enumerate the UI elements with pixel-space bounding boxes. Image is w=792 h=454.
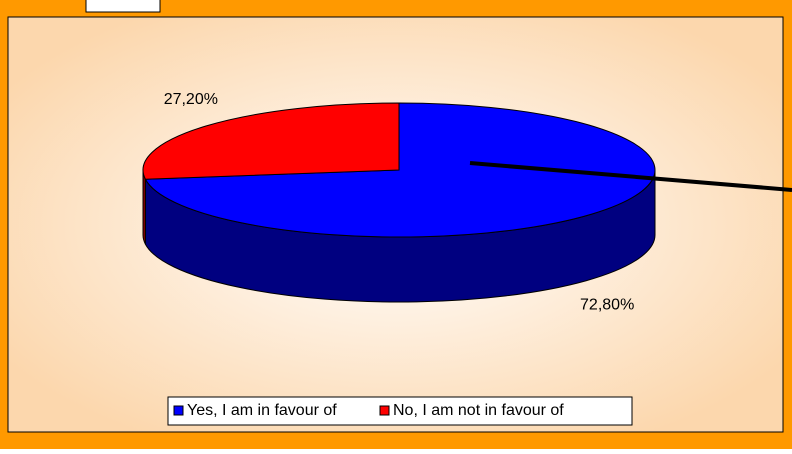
slice-top — [144, 102, 656, 238]
legend-swatch — [173, 405, 184, 416]
legend-label: Yes, I am in favour of — [187, 402, 337, 419]
pie — [142, 102, 656, 303]
tab — [85, 0, 161, 13]
legend-label: No, I am not in favour of — [393, 402, 564, 419]
data-label: 72,80% — [580, 296, 634, 313]
slice-side — [142, 169, 146, 245]
legend-swatch — [379, 405, 390, 416]
leader-line — [469, 161, 792, 192]
slice — [142, 102, 400, 245]
legend-items: Yes, I am in favour of No, I am not in fa… — [173, 402, 564, 419]
slice-top — [142, 102, 400, 180]
legend — [167, 396, 633, 426]
data-label: 27,20% — [164, 91, 218, 108]
